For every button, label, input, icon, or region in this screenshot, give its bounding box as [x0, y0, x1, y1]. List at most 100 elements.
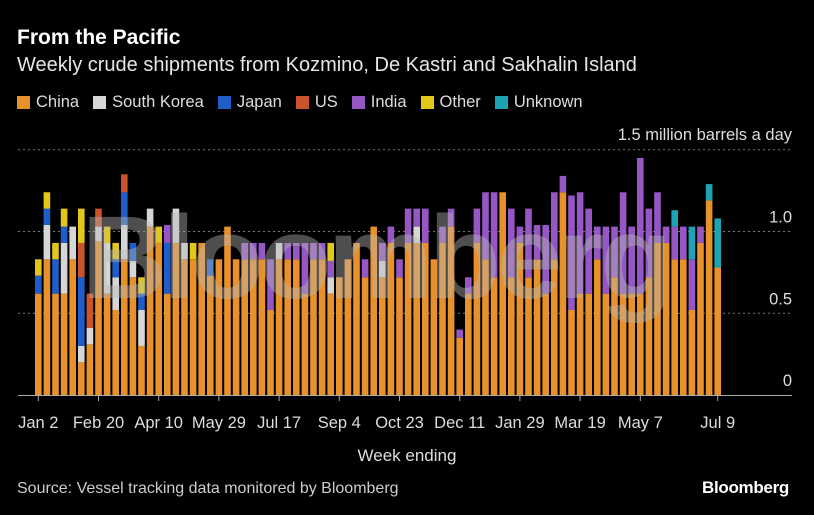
bar-segment-other [60, 208, 68, 227]
bar-segment-india [379, 242, 386, 261]
bar-segment-china [422, 242, 429, 395]
bar-segment-india [422, 208, 429, 243]
bar-segment-china [602, 293, 610, 395]
bar-segment-south-korea [138, 309, 145, 346]
bar-segment-japan [121, 192, 128, 225]
bar-segment-china [585, 293, 592, 395]
bar-segment-china [628, 293, 635, 395]
bar-segment-india [404, 208, 412, 243]
bar-segment-other [35, 259, 42, 276]
bar-segment-china [155, 242, 162, 395]
legend-label: India [370, 93, 407, 111]
bar-segment-china [172, 242, 180, 395]
bar-segment-south-korea [146, 208, 154, 227]
bar-segment-india [164, 224, 171, 243]
y-unit-label: 1.5 million barrels a day [618, 126, 793, 144]
bar-segment-china [404, 242, 412, 395]
bar-segment-china [310, 259, 317, 395]
bar-segment-india [619, 192, 627, 294]
bar-segment-china [35, 293, 42, 395]
bar-segment-india [671, 226, 678, 260]
bar-segment-india [250, 242, 257, 260]
watermark: Bloomberg [82, 192, 669, 324]
bar-segment-india [516, 226, 524, 243]
x-tick-label: Apr 10 [134, 414, 183, 432]
bar-segment-japan [129, 242, 137, 261]
bar-segment-china [637, 293, 644, 395]
bar-segment-south-korea [379, 260, 386, 278]
x-tick-label: Sep 4 [318, 414, 361, 432]
bar-segment-china [465, 293, 472, 395]
legend-item-india: India [351, 93, 407, 112]
bar-segment-china [95, 241, 102, 395]
bar-segment-japan [138, 293, 145, 310]
bar-segment-south-korea [275, 242, 283, 260]
bar-segment-china [318, 259, 326, 395]
bar-segment-india [688, 259, 696, 310]
bar-segment-china [654, 242, 661, 395]
bar-segment-japan [164, 242, 171, 294]
bar-segment-japan [35, 275, 42, 294]
bar-segment-india [413, 208, 420, 227]
bar-segment-china [129, 277, 137, 395]
bar-segment-south-korea [327, 277, 334, 294]
y-tick-label: 0.5 [769, 290, 792, 308]
bar-segment-india [508, 208, 515, 278]
x-tick-label: Mar 19 [554, 414, 605, 432]
bar-segment-china [516, 242, 524, 395]
bar-segment-india [361, 259, 369, 278]
x-tick-label: Jul 17 [257, 414, 301, 432]
source-note: Source: Vessel tracking data monitored b… [17, 480, 399, 497]
bar-segment-india [611, 226, 618, 278]
bar-segment-china [533, 259, 541, 395]
bar-segment-india [602, 226, 610, 294]
x-tick-label: May 29 [192, 414, 246, 432]
bar-segment-china [525, 277, 532, 395]
bar-segment-south-korea [69, 226, 76, 260]
bar-segment-china [697, 242, 704, 395]
bar-segment-south-korea [413, 226, 420, 243]
bar-segment-china [164, 293, 171, 395]
bar-segment-india [456, 329, 463, 338]
bar-segment-japan [43, 208, 51, 225]
bar-segment-china [551, 259, 558, 395]
bar-segment-china [52, 293, 59, 395]
bar-segment-india [533, 224, 541, 260]
bar-segment-south-korea [103, 242, 111, 294]
bar-segment-china [198, 242, 205, 395]
bar-segment-china [645, 277, 653, 395]
bar-segment-india [482, 192, 489, 260]
bar-segment-china [258, 259, 266, 395]
bar-segment-china [112, 309, 119, 395]
legend-swatch [93, 96, 107, 109]
bar-segment-india [447, 208, 455, 227]
bar-segment-china [336, 277, 343, 395]
bar-segment-china [267, 309, 274, 395]
bar-segment-india [551, 192, 558, 260]
bar-segment-china [301, 293, 309, 395]
bar-segment-india [576, 192, 584, 294]
x-tick-label: Jan 29 [495, 414, 545, 432]
x-tick-label: May 7 [618, 414, 663, 432]
bar-segment-south-korea [86, 327, 94, 345]
legend-label: China [36, 93, 80, 111]
bar-segment-us [78, 242, 85, 278]
legend-item-us: US [295, 93, 338, 112]
bar-segment-other [327, 242, 334, 261]
legend-swatch [17, 96, 30, 109]
bar-segment-south-korea [121, 224, 128, 260]
bar-segment-unknown [671, 210, 678, 227]
legend-item-china: China [17, 93, 79, 112]
bar-segment-other [155, 226, 162, 243]
bar-segment-china [232, 259, 240, 395]
bar-segment-india [697, 226, 704, 243]
chart-subtitle: Weekly crude shipments from Kozmino, De … [17, 54, 637, 76]
bar-segment-china [439, 242, 446, 395]
bar-segment-india [241, 242, 248, 260]
bar-segment-india [662, 226, 670, 243]
bar-segment-china [207, 275, 214, 395]
bar-segment-china [576, 293, 584, 395]
x-tick-label: Jul 9 [700, 414, 735, 432]
bar-segment-china [138, 345, 145, 395]
